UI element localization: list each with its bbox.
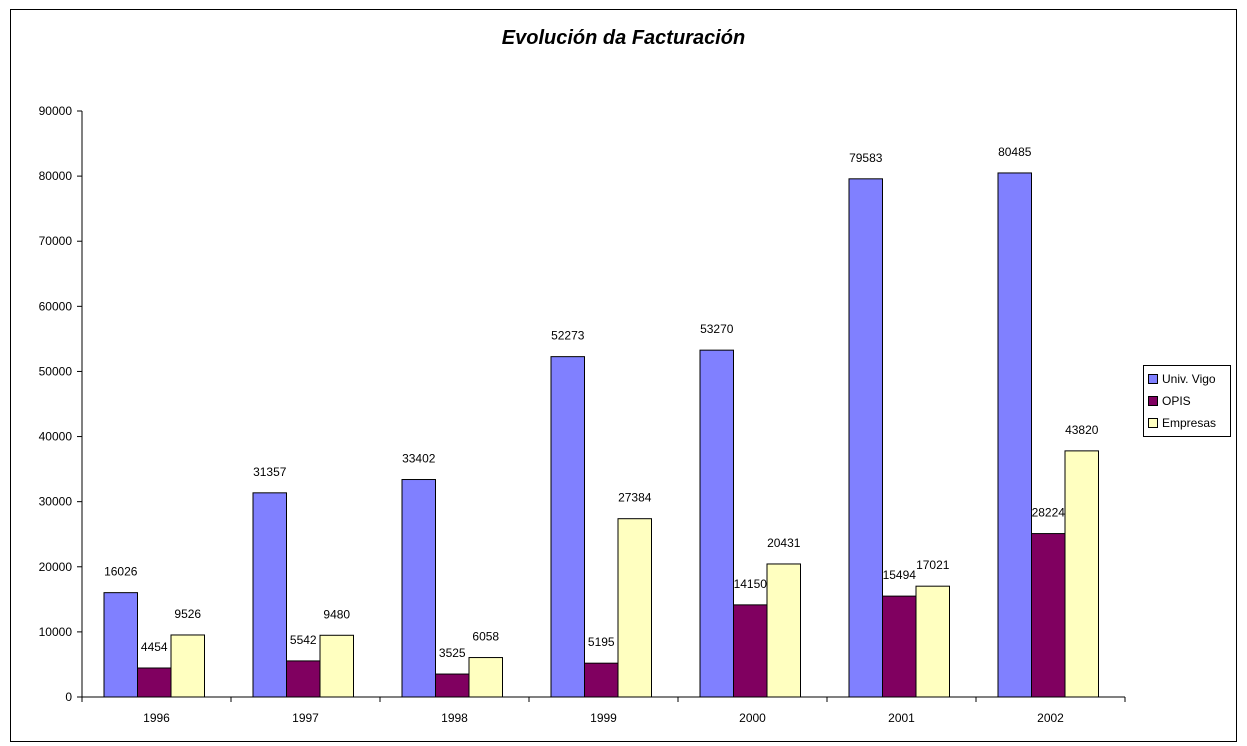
data-label: 20431 [767, 536, 801, 550]
y-tick-label: 20000 [39, 560, 73, 574]
legend-item-univ-vigo: Univ. Vigo [1148, 368, 1230, 390]
data-label: 5542 [290, 633, 317, 647]
legend-swatch [1148, 374, 1158, 384]
legend-label: OPIS [1162, 394, 1191, 408]
y-tick-label: 30000 [39, 495, 73, 509]
x-tick-label: 1996 [143, 711, 170, 725]
data-label: 4454 [141, 640, 168, 654]
bar-univ-vigo [103, 592, 138, 698]
data-label: 3525 [439, 646, 466, 660]
y-tick-label: 40000 [39, 430, 73, 444]
bar-opis [435, 673, 470, 698]
data-label: 79583 [849, 151, 883, 165]
y-tick-label: 10000 [39, 625, 73, 639]
data-label: 31357 [253, 465, 287, 479]
legend-swatch [1148, 418, 1158, 428]
x-tick-label: 2000 [739, 711, 766, 725]
data-label: 27384 [618, 491, 652, 505]
data-label: 9480 [323, 607, 350, 621]
legend-swatch [1148, 396, 1158, 406]
x-tick-label: 1997 [292, 711, 319, 725]
bar-univ-vigo [848, 178, 883, 698]
y-tick-label: 0 [65, 690, 72, 704]
data-label: 52273 [551, 329, 585, 343]
bar-univ-vigo [550, 356, 585, 698]
bar-empresas [468, 657, 503, 698]
bar-univ-vigo [997, 172, 1032, 698]
bar-empresas [617, 518, 652, 698]
y-tick-label: 80000 [39, 169, 73, 183]
x-tick-label: 2001 [888, 711, 915, 725]
legend-label: Empresas [1162, 416, 1217, 430]
y-tick-label: 50000 [39, 364, 73, 378]
data-label: 33402 [402, 452, 436, 466]
data-label: 43820 [1065, 423, 1099, 437]
y-tick-label: 60000 [39, 299, 73, 313]
data-label: 17021 [916, 558, 950, 572]
data-label: 14150 [734, 577, 768, 591]
bar-opis [882, 595, 917, 698]
legend-item-opis: OPIS [1148, 390, 1230, 412]
y-tick-label: 70000 [39, 234, 73, 248]
bar-empresas [319, 634, 354, 698]
x-tick-label: 1999 [590, 711, 617, 725]
bar-univ-vigo [699, 349, 734, 698]
data-label: 15494 [883, 568, 917, 582]
legend: Univ. Vigo OPIS Empresas [1143, 365, 1231, 437]
bar-opis [733, 604, 768, 698]
bar-opis [137, 667, 172, 698]
bar-empresas [1064, 450, 1099, 698]
bar-univ-vigo [252, 492, 287, 698]
bar-empresas [170, 634, 205, 698]
bar-opis [584, 662, 619, 698]
bar-opis [286, 660, 321, 698]
bar-opis [1031, 533, 1066, 698]
legend-label: Univ. Vigo [1162, 372, 1216, 386]
data-label: 5195 [588, 635, 615, 649]
chart-title: Evolución da Facturación [501, 27, 746, 49]
x-tick-label: 2002 [1037, 711, 1064, 725]
data-label: 53270 [700, 322, 734, 336]
x-tick-label: 1998 [441, 711, 468, 725]
legend-item-empresas: Empresas [1148, 412, 1230, 434]
data-label: 9526 [174, 607, 201, 621]
bar-univ-vigo [401, 479, 436, 698]
bar-empresas [915, 585, 950, 698]
data-label: 16026 [104, 565, 138, 579]
y-tick-label: 90000 [39, 104, 73, 118]
data-label: 6058 [472, 630, 499, 644]
data-label: 80485 [998, 145, 1032, 159]
bar-empresas [766, 563, 801, 698]
data-label: 28224 [1032, 506, 1066, 520]
